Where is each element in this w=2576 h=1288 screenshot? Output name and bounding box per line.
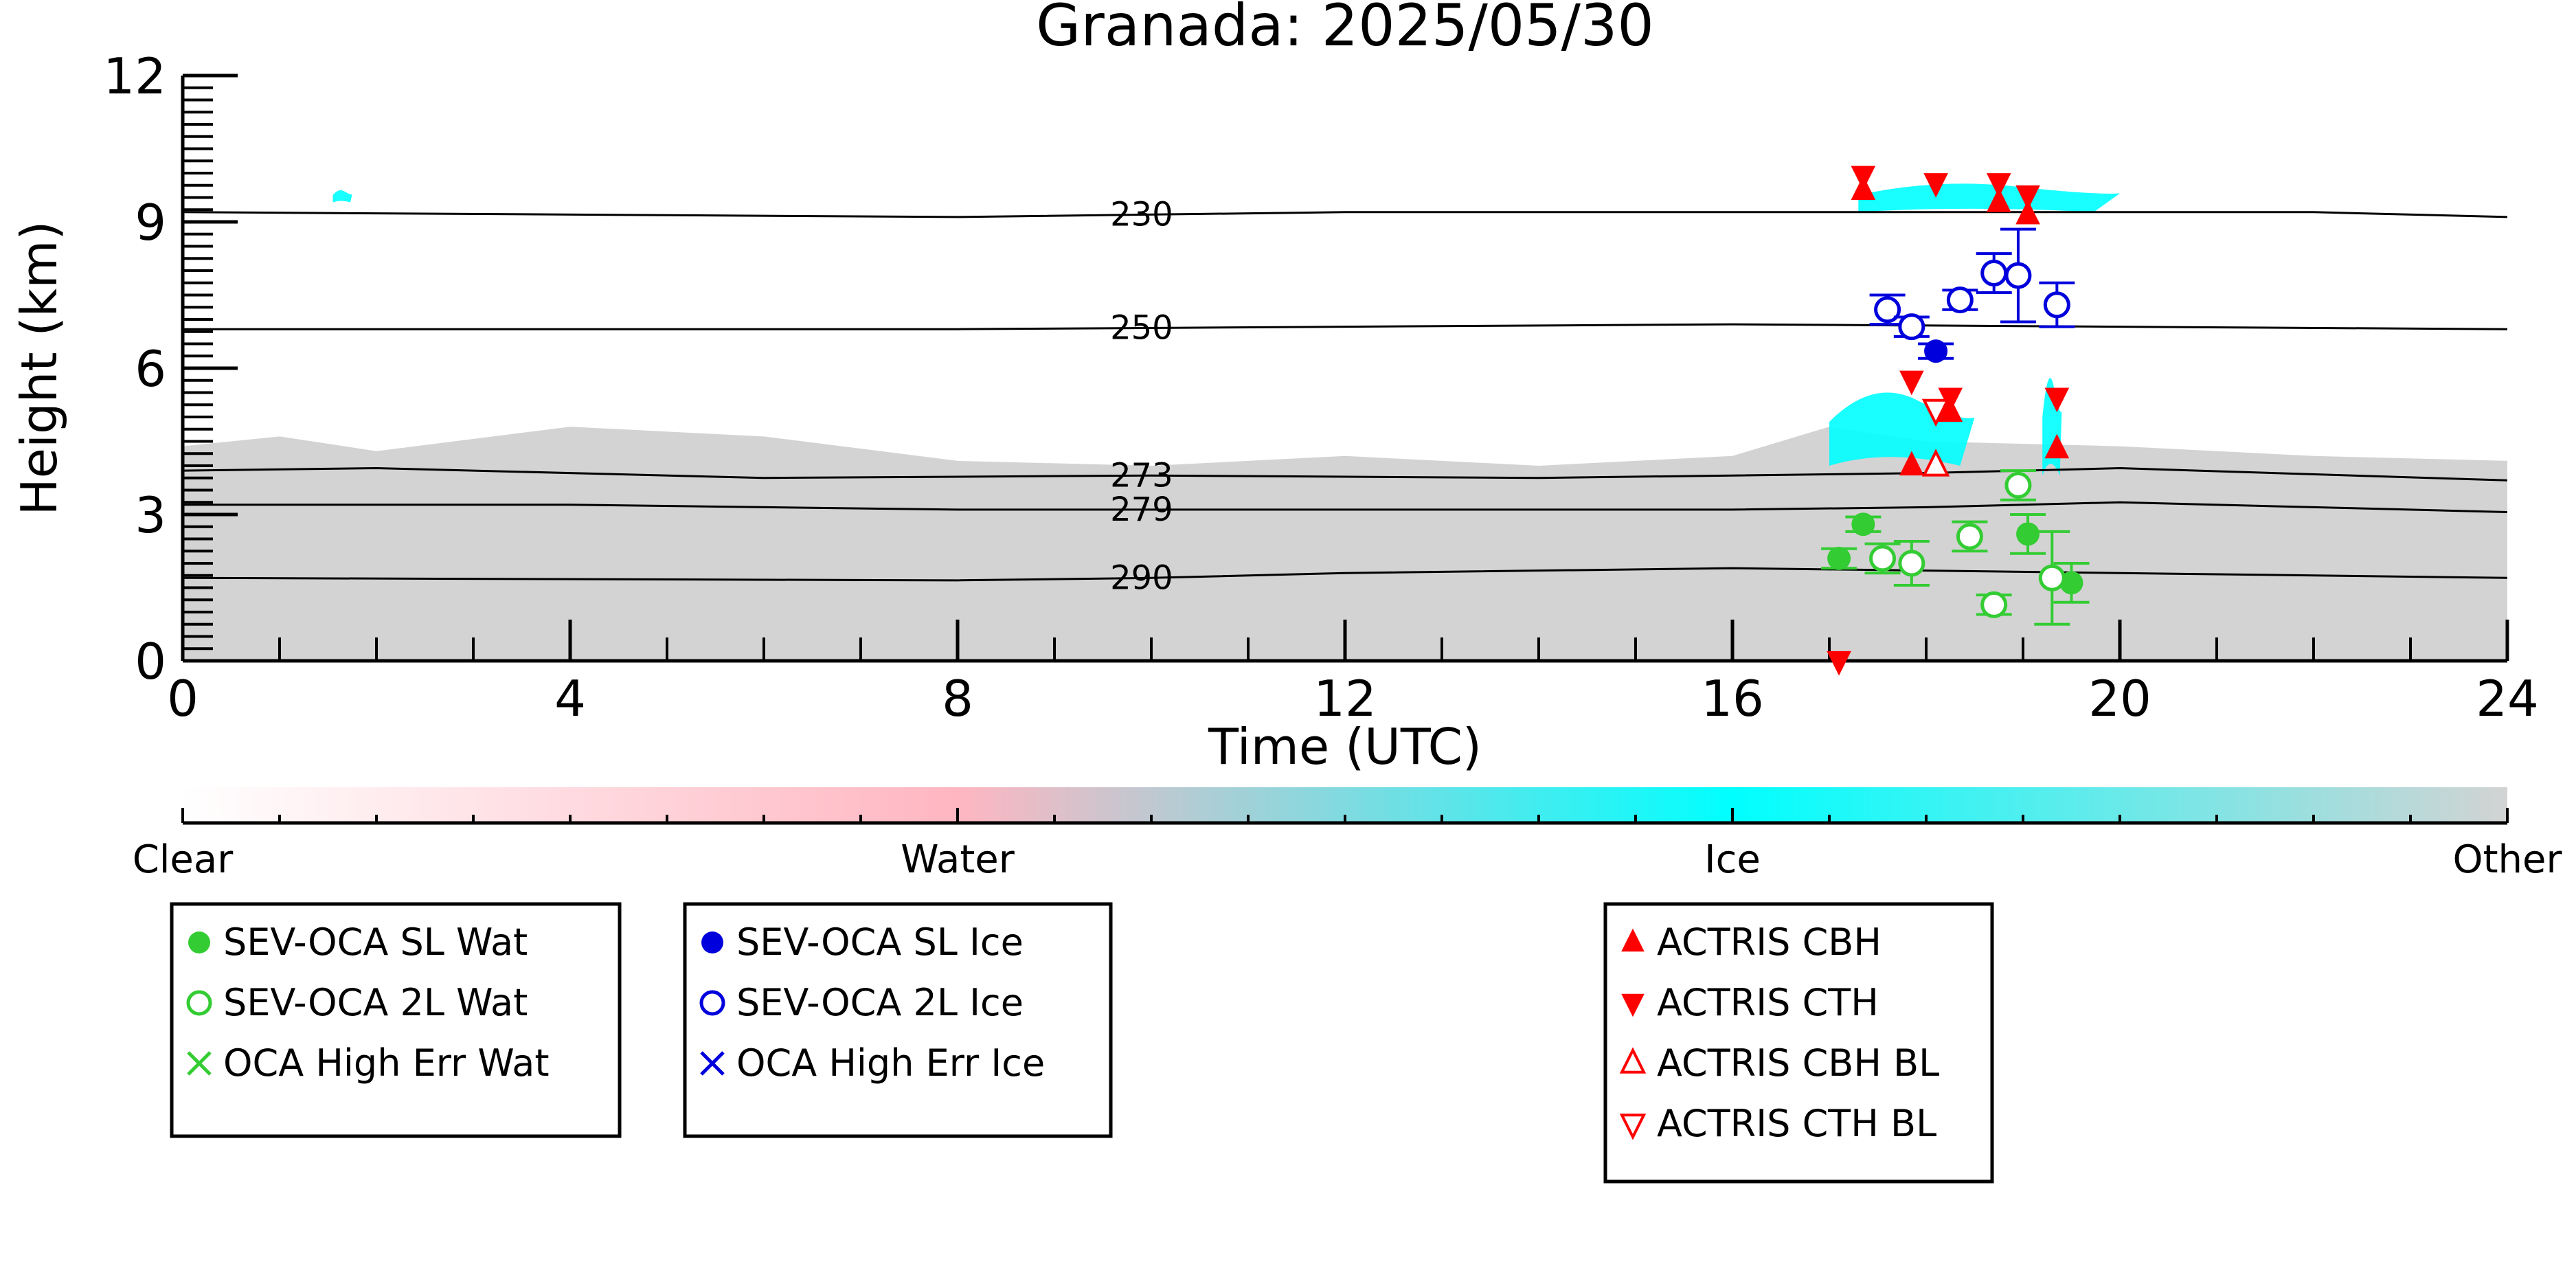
x-tick-label: 20: [2088, 670, 2151, 727]
legend-entry-label: OCA High Err Ice: [736, 1041, 1045, 1085]
marker-triangle-up: [1621, 928, 1645, 952]
marker-open-circle: [2004, 471, 2032, 499]
other-cloud-region: [183, 427, 2507, 661]
marker-triangle-up: [1921, 449, 1950, 477]
marker-triangle-up: [1986, 188, 2011, 212]
axes: 0 4 8 12 16 20 24 0 3 6 9 12: [103, 47, 2538, 727]
isotherm-line: [183, 501, 2507, 513]
marker-open-circle: [2043, 291, 2070, 319]
isotherm-label: 250: [1110, 309, 1173, 348]
marker-open-circle: [2004, 262, 2032, 289]
legend-entry-label: ACTRIS CBH BL: [1657, 1041, 1939, 1085]
marker-triangle-down: [1899, 370, 1924, 396]
y-tick-label: 6: [135, 340, 166, 398]
legend-entry-label: ACTRIS CBH: [1657, 920, 1882, 964]
ice-cloud-region: [332, 190, 352, 203]
marker-triangle-up: [1619, 1047, 1647, 1074]
marker-triangle-down: [2015, 185, 2040, 210]
isotherm-label: 230: [1110, 196, 1173, 234]
chart-title: Granada: 2025/05/30: [1036, 0, 1654, 59]
marker-triangle-down: [2044, 387, 2070, 413]
marker-triangle-up: [2015, 199, 2040, 225]
isotherm-line: [183, 211, 2507, 218]
marker-filled-circle: [1851, 512, 1875, 536]
marker-filled-circle: [2016, 522, 2040, 546]
colorbar-label: Other: [2452, 837, 2562, 882]
marker-open-circle: [186, 990, 212, 1016]
marker-filled-circle: [1827, 546, 1851, 570]
legends: SEV-OCA SL Wat SEV-OCA 2L Wat OCA High Err…: [170, 902, 1994, 1184]
y-tick-label: 0: [135, 633, 166, 690]
marker-triangle-up: [1899, 451, 1924, 476]
marker-triangle-down: [1986, 173, 2011, 198]
marker-open-circle: [1898, 313, 1925, 341]
marker-open-circle: [699, 990, 725, 1016]
isotherm-line: [183, 323, 2507, 330]
legend-entry-label: OCA High Err Wat: [223, 1041, 550, 1085]
legend-entry-label: ACTRIS CTH BL: [1657, 1102, 1936, 1145]
marker-filled-circle: [2059, 571, 2083, 595]
y-tick-label: 12: [103, 47, 166, 105]
marker-x: [187, 1051, 212, 1076]
y-tick-label: 3: [135, 486, 166, 544]
isotherm-line: [183, 567, 2507, 582]
marker-filled-circle: [1924, 339, 1948, 363]
marker-open-circle: [1946, 286, 1974, 314]
legend-entry-label: ACTRIS CTH: [1657, 981, 1879, 1024]
legend-entry-label: SEV-OCA SL Ice: [736, 920, 1024, 964]
x-axis-label: Time (UTC): [1208, 718, 1482, 776]
x-tick-label: 16: [1701, 670, 1764, 727]
marker-open-circle: [1980, 260, 2008, 287]
legend-entry-label: SEV-OCA SL Wat: [223, 920, 528, 964]
classification-colorbar: Clear Water Ice Other: [133, 787, 2562, 882]
legend-box: [683, 902, 1113, 1138]
isotherm-label: 290: [1110, 558, 1173, 597]
ice-cloud-region: [1858, 183, 2120, 212]
cloud-classification-layer: [183, 183, 2507, 661]
marker-triangle-up: [2044, 433, 2070, 459]
marker-triangle-down: [1619, 1114, 1647, 1140]
marker-triangle-down: [1621, 993, 1645, 1017]
marker-open-circle: [1874, 296, 1901, 324]
legend-entry-label: SEV-OCA 2L Ice: [736, 981, 1024, 1024]
x-tick-label: 4: [554, 670, 586, 727]
data-markers: [1821, 166, 2090, 676]
marker-filled-circle: [188, 931, 210, 953]
marker-open-circle: [1898, 550, 1925, 577]
y-tick-label: 9: [135, 194, 166, 251]
marker-open-circle: [1956, 523, 1983, 550]
colorbar-label: Clear: [133, 837, 234, 882]
marker-x: [700, 1051, 725, 1076]
isotherm-label: 273: [1110, 456, 1173, 495]
colorbar-label: Ice: [1704, 837, 1761, 882]
x-tick-label: 0: [167, 670, 199, 727]
isotherm-label: 279: [1110, 490, 1173, 529]
x-tick-label: 24: [2476, 670, 2539, 727]
marker-triangle-down: [1827, 651, 1851, 676]
y-axis-label: Height (km): [10, 221, 68, 516]
legend-box: [1603, 902, 1994, 1184]
legend-entry-label: SEV-OCA 2L Wat: [223, 981, 528, 1024]
isotherm-line: [183, 467, 2507, 482]
legend-box: [170, 902, 622, 1138]
x-tick-label: 8: [942, 670, 973, 727]
marker-open-circle: [2038, 564, 2066, 591]
x-tick-label: 12: [1313, 670, 1377, 727]
marker-open-circle: [1980, 591, 2008, 618]
marker-filled-circle: [701, 931, 723, 953]
marker-triangle-down: [1921, 398, 1950, 427]
marker-triangle-down: [1851, 166, 1876, 191]
colorbar-label: Water: [901, 837, 1015, 882]
marker-triangle-down: [1923, 173, 1948, 198]
marker-open-circle: [1869, 545, 1897, 572]
